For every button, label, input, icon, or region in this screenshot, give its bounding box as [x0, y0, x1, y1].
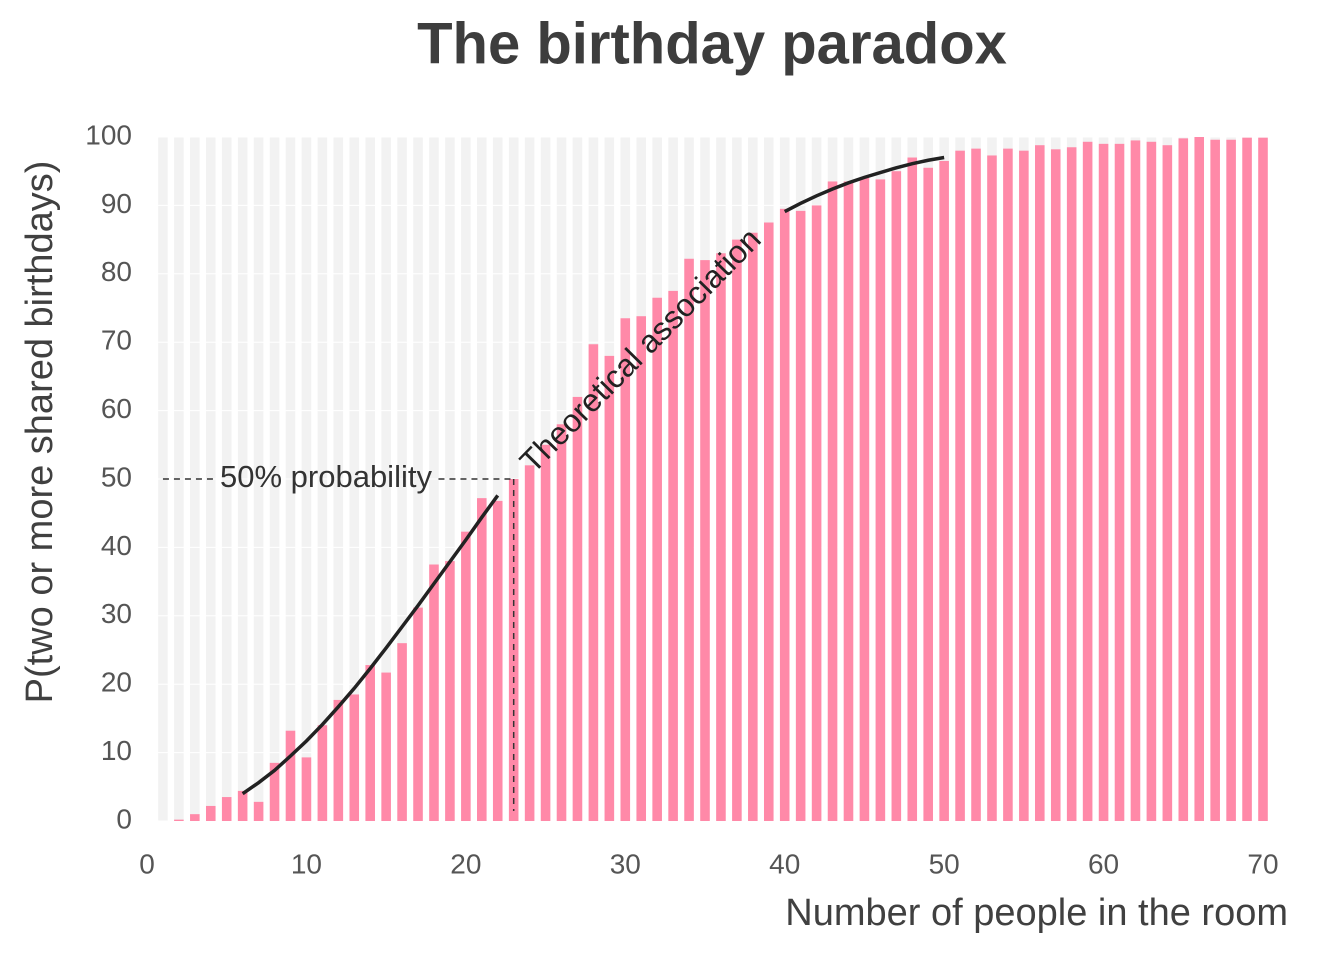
x-tick-label: 60 — [1088, 848, 1119, 879]
bar — [748, 232, 758, 821]
bar — [1194, 137, 1205, 821]
bar — [1210, 139, 1220, 822]
y-tick-label: 40 — [101, 530, 132, 561]
bar — [891, 171, 902, 821]
reference-label: 50% probability — [220, 459, 432, 494]
bar — [843, 181, 854, 821]
y-tick-label: 70 — [101, 325, 132, 356]
bar — [1035, 145, 1045, 821]
bar — [540, 444, 551, 821]
bar — [301, 757, 312, 821]
bar — [317, 725, 328, 821]
y-axis-label: P(two or more shared birthdays) — [19, 161, 61, 704]
bar — [461, 531, 471, 821]
bar — [620, 318, 631, 821]
x-axis-label: Number of people in the room — [785, 892, 1288, 934]
bar — [397, 643, 407, 821]
bar — [588, 344, 599, 821]
bar — [572, 396, 583, 821]
bar — [269, 762, 280, 821]
bar — [716, 253, 726, 821]
bar — [875, 179, 886, 821]
y-tick-label: 0 — [116, 803, 132, 834]
bar — [477, 498, 487, 821]
bar — [859, 178, 870, 822]
x-tick-label: 50 — [929, 848, 960, 879]
bar — [1178, 138, 1189, 822]
bar — [253, 801, 264, 821]
bar — [237, 790, 248, 821]
chart-title: The birthday paradox — [417, 11, 1007, 76]
bar — [795, 210, 806, 821]
y-tick-label: 30 — [101, 598, 132, 629]
bar — [811, 205, 822, 821]
bar — [604, 355, 615, 821]
bar — [652, 297, 662, 821]
bar — [365, 665, 375, 821]
bar — [1003, 148, 1013, 822]
bar — [1226, 139, 1236, 822]
bar — [221, 797, 232, 821]
bar — [700, 260, 710, 821]
bar — [1162, 145, 1173, 821]
bar — [349, 694, 360, 821]
bar — [955, 150, 965, 821]
theory-line — [241, 155, 945, 796]
y-tick-label: 50 — [101, 461, 132, 492]
bar — [987, 155, 997, 821]
bar — [333, 699, 344, 821]
y-tick-label: 80 — [101, 256, 132, 287]
bar — [1130, 140, 1141, 822]
bar — [556, 424, 567, 821]
bar — [174, 819, 184, 821]
bar — [668, 290, 678, 821]
x-tick-label: 10 — [291, 848, 322, 879]
bar — [1258, 137, 1268, 821]
bar — [1082, 141, 1093, 822]
x-tick-label: 30 — [610, 848, 641, 879]
bar — [939, 160, 949, 821]
y-tick-label: 90 — [101, 188, 132, 219]
bar — [827, 181, 838, 821]
bar — [1242, 137, 1252, 821]
bar — [923, 167, 933, 821]
y-tick-label: 60 — [101, 393, 132, 424]
bar — [285, 730, 296, 821]
bar — [763, 222, 774, 821]
bar — [524, 465, 535, 821]
bar — [779, 208, 790, 821]
bar — [413, 607, 423, 821]
x-tick-label: 70 — [1247, 848, 1278, 879]
bar — [1066, 147, 1077, 821]
x-tick-label: 20 — [450, 848, 481, 879]
bar — [684, 258, 694, 821]
bar — [381, 672, 391, 821]
bar — [190, 814, 200, 821]
bar — [1146, 141, 1157, 822]
y-tick-label: 10 — [101, 735, 132, 766]
x-tick-label: 0 — [139, 848, 155, 879]
y-tick-label: 20 — [101, 667, 132, 698]
bar — [636, 316, 647, 821]
bar — [732, 239, 742, 822]
bar — [429, 564, 439, 821]
bar — [971, 148, 981, 822]
bar — [445, 561, 455, 821]
bar — [907, 157, 918, 821]
bar — [205, 805, 216, 821]
bar — [492, 500, 503, 821]
bar — [1098, 143, 1109, 822]
bar — [1114, 143, 1125, 822]
bar — [1019, 150, 1029, 821]
bar — [1050, 149, 1061, 821]
y-tick-label: 100 — [85, 119, 132, 150]
x-tick-label: 40 — [769, 848, 800, 879]
